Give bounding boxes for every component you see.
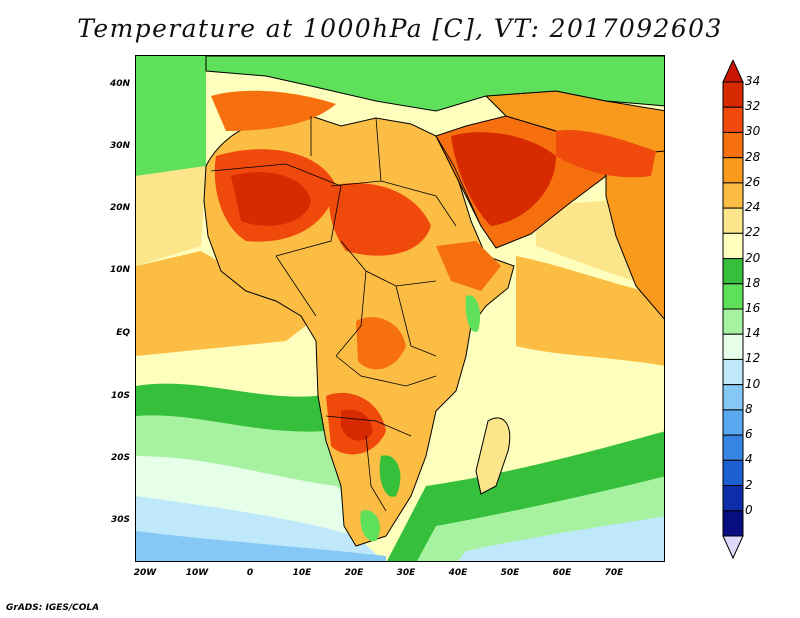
colorbar-box-17: [722, 510, 744, 537]
border-north-africa: [310, 116, 382, 182]
sea-north-atlantic: [136, 56, 206, 176]
heat-core-chad-sudan: [329, 182, 431, 256]
country-borders: [210, 116, 482, 512]
colorbar-label: 12: [745, 351, 761, 366]
warm-core-ethiopia: [436, 241, 501, 291]
lon-label-40e: 40E: [448, 568, 468, 578]
lat-label-eq: EQ: [116, 328, 130, 338]
colorbar-label: 34: [745, 74, 761, 88]
colorbar-box-10: [722, 333, 744, 360]
heat-core-kalahari: [341, 409, 373, 441]
colorbar-label: 2: [745, 477, 753, 492]
lat-label-20n: 20N: [109, 203, 130, 213]
border-sahel-east: [330, 180, 457, 227]
colorbar-label: 22: [745, 225, 761, 240]
colorbar-box-11: [722, 358, 744, 386]
colorbar-box-15: [722, 459, 744, 487]
colorbar-box-4: [722, 182, 744, 209]
lon-label-50e: 50E: [500, 568, 520, 578]
lon-label-10w: 10W: [185, 568, 209, 578]
lon-label-20e: 20E: [344, 568, 364, 578]
colorbar-top-arrow: [722, 60, 744, 83]
lon-label-20w: 20W: [133, 568, 157, 578]
colorbar-box-12: [722, 384, 744, 411]
india-land: [605, 150, 664, 320]
heat-core-arabia: [451, 132, 556, 226]
lon-label-10e: 10E: [292, 568, 312, 578]
colorbar-label: 26: [745, 174, 761, 189]
cool-patch-south-africa: [379, 455, 401, 497]
cool-patch-east-africa-highlands: [465, 295, 481, 332]
border-southern-africa: [325, 415, 412, 437]
colorbar-box-3: [722, 157, 744, 184]
madagascar: [475, 417, 511, 495]
colorbar-label: 20: [745, 250, 761, 265]
colorbar-bottom-arrow: [722, 535, 744, 560]
border-botswana-sa: [365, 435, 387, 512]
lat-label-30s: 30S: [110, 515, 130, 525]
colorbar-box-13: [722, 409, 744, 436]
colorbar-box-1: [722, 106, 744, 133]
colorbar-label: 8: [745, 401, 753, 416]
lat-label-10n: 10N: [109, 265, 130, 275]
colorbar-box-9: [722, 308, 744, 335]
heat-core-mali: [231, 172, 311, 226]
colorbar-label: 10: [745, 376, 761, 391]
colorbar-box-16: [722, 485, 744, 512]
border-congo-west: [335, 270, 367, 357]
map-title: Temperature at 1000hPa [C], VT: 20170926…: [77, 14, 723, 43]
sea-guinea-gulf: [136, 251, 316, 356]
lat-label-10s: 10S: [110, 391, 130, 401]
grads-credit: GrADS: IGES/COLA: [6, 603, 100, 613]
colorbar-box-8: [722, 283, 744, 310]
colorbar-label: 32: [745, 99, 761, 114]
colorbar-label: 30: [745, 124, 761, 139]
lat-label-30n: 30N: [109, 141, 130, 151]
border-west-africa: [275, 255, 317, 317]
cool-patch-cape: [360, 510, 381, 542]
colorbar-label: 28: [745, 149, 761, 164]
border-central-africa: [340, 240, 437, 287]
heat-core-persian-gulf: [556, 130, 656, 178]
border-red-sea: [435, 135, 482, 227]
colorbar-label: 16: [745, 301, 761, 315]
lon-label-30e: 30E: [396, 568, 416, 578]
border-sahel-west: [210, 163, 342, 257]
europe-land: [205, 56, 664, 112]
colorbar-boxes: [722, 81, 744, 537]
lon-label-60e: 60E: [552, 568, 572, 578]
sea-indian-south-cool: [457, 516, 664, 561]
lat-label-40n: 40N: [109, 79, 130, 89]
colorbar-box-14: [722, 434, 744, 461]
colorbar-label: 4: [745, 452, 753, 467]
colorbar: [722, 60, 744, 560]
temperature-map[interactable]: [135, 55, 665, 562]
colorbar-box-0: [722, 81, 744, 108]
warm-core-maghreb: [211, 90, 336, 131]
sea-canary-current: [136, 166, 206, 266]
border-great-lakes: [395, 285, 437, 357]
colorbar-box-5: [722, 207, 744, 234]
colorbar-label: 14: [745, 326, 761, 341]
colorbar-label: 0: [745, 502, 753, 517]
sea-arabian-warm: [516, 256, 664, 366]
colorbar-box-6: [722, 232, 744, 260]
colorbar-box-7: [722, 258, 744, 285]
border-angola-zambia: [335, 355, 437, 387]
colorbar-label: 18: [745, 275, 761, 290]
colorbar-box-2: [722, 131, 744, 159]
colorbar-label: 6: [745, 427, 753, 442]
lat-label-20s: 20S: [110, 453, 130, 463]
lon-label-0: 0: [246, 568, 254, 578]
lon-label-70e: 70E: [604, 568, 624, 578]
warm-core-congo: [356, 317, 406, 370]
map-canvas: [136, 56, 664, 561]
sea-cold: [136, 531, 386, 561]
colorbar-label: 24: [745, 200, 761, 215]
